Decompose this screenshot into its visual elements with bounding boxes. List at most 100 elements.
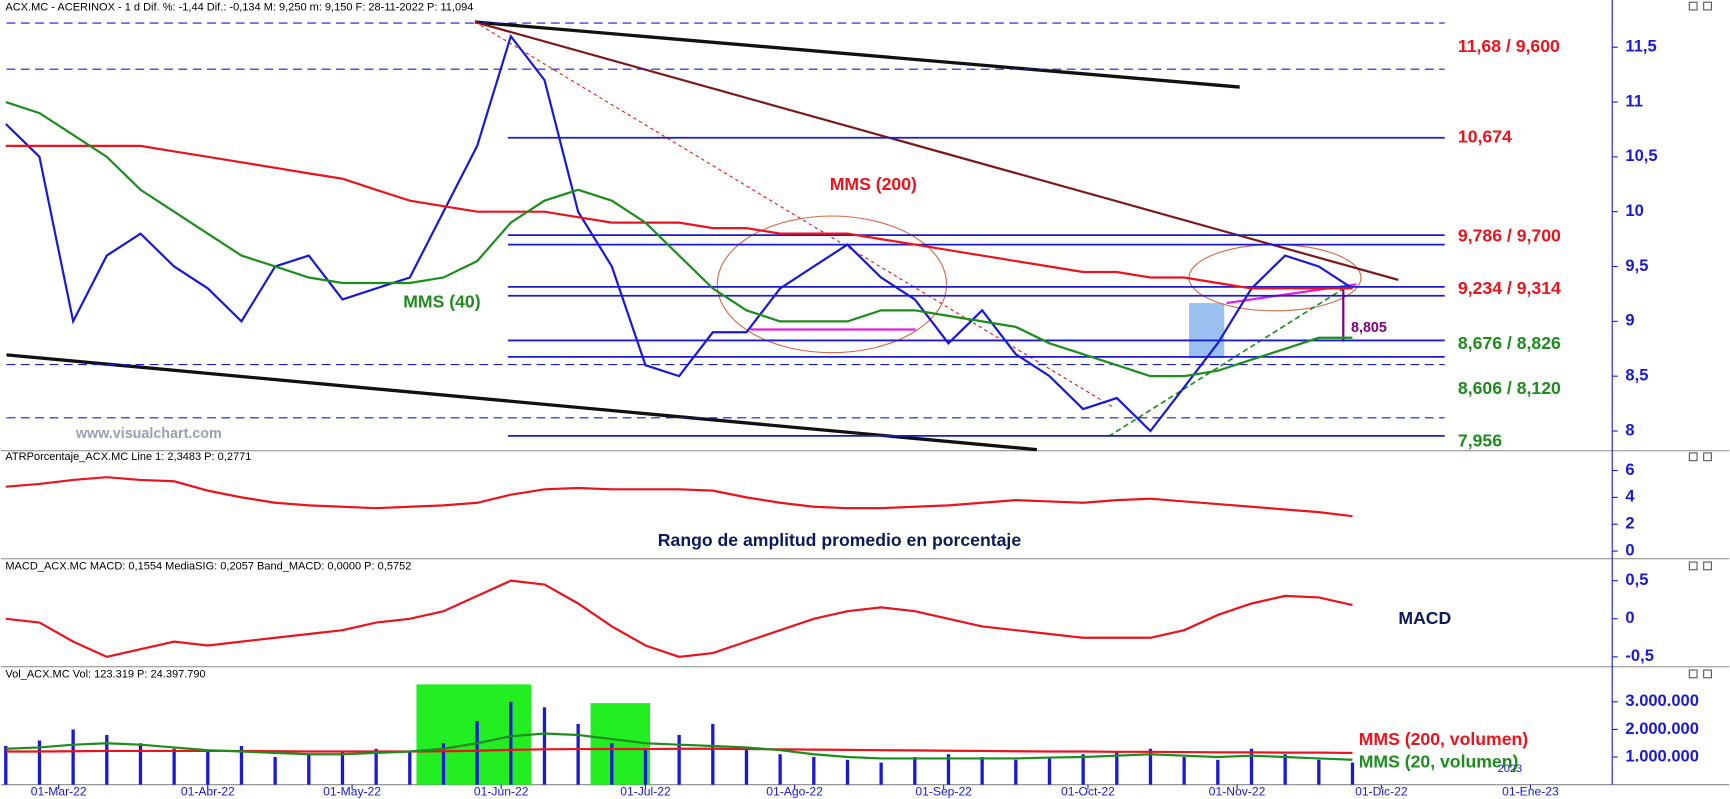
volume-bar [1182, 757, 1186, 785]
y-tick-label: 0 [1625, 540, 1634, 559]
series-line [5, 33, 1354, 433]
series-line [5, 579, 1353, 658]
volume-bar [778, 754, 782, 785]
volume-bar [1317, 759, 1321, 785]
panel-title: MACD_ACX.MC MACD: 0,1554 MediaSIG: 0,205… [5, 560, 411, 572]
y-tick-label: 2 [1625, 514, 1634, 533]
volume-bar [1283, 754, 1287, 785]
trendline [1108, 288, 1344, 438]
volume-bar [307, 754, 311, 785]
y-tick-label: 10 [1625, 201, 1643, 220]
volume-bar [711, 723, 715, 785]
y-tick-label: 4 [1625, 487, 1635, 506]
y-tick-label: 2.000.000 [1625, 719, 1698, 738]
volume-bar [677, 734, 681, 785]
volume-bar [576, 723, 580, 785]
level-label: 9,786 / 9,700 [1458, 226, 1561, 246]
year-label: 2023 [1498, 763, 1523, 775]
y-tick-label: 1.000.000 [1625, 746, 1698, 765]
legend-label: MMS (20, volumen) [1359, 751, 1519, 771]
pattern-ellipse [716, 215, 948, 354]
watermark: www.visualchart.com [75, 426, 222, 442]
volume-bar [273, 757, 277, 785]
volume-bar [980, 757, 984, 785]
level-label: 10,674 [1458, 126, 1512, 146]
volume-highlight [590, 703, 651, 785]
price-highlight [1189, 303, 1225, 359]
y-tick-label: 11 [1625, 91, 1642, 110]
y-tick-label: 0,5 [1625, 570, 1648, 589]
panel-title: ACX.MC - ACERINOX - 1 d Dif. %: -1,44 Di… [5, 2, 473, 14]
y-tick-label: 9,5 [1625, 256, 1648, 275]
level-label: 8,606 / 8,120 [1458, 378, 1561, 398]
x-tick-label: 01-May-22 [323, 785, 381, 799]
volume-bar [812, 757, 816, 785]
volume-bar [374, 748, 378, 785]
y-tick-label: 9 [1625, 311, 1634, 330]
volume-bar [946, 754, 951, 785]
y-tick-label: 0 [1625, 608, 1634, 627]
y-tick-label: 10,5 [1625, 146, 1657, 165]
level-label: 9,234 / 9,314 [1458, 278, 1561, 298]
x-tick-label: 01-Sep-22 [915, 785, 972, 799]
annotation: 8,805 [1351, 320, 1387, 336]
volume-bar [1350, 762, 1355, 785]
level-label: 7,956 [1458, 431, 1502, 451]
volume-bar [1148, 748, 1153, 785]
volume-bar [340, 751, 345, 785]
volume-bar [1047, 757, 1052, 785]
trendline [474, 20, 1240, 89]
y-tick-label: -0,5 [1625, 646, 1653, 665]
annotation: MACD [1398, 608, 1451, 628]
volume-bar [1216, 759, 1220, 785]
volume-bar [239, 745, 244, 785]
volume-bar [105, 734, 109, 785]
level-label: 8,676 / 8,826 [1458, 333, 1561, 353]
volume-bar [879, 762, 883, 785]
panel-title: ATRPorcentaje_ACX.MC Line 1: 2,3483 P: 0… [5, 451, 251, 463]
volume-bar [441, 743, 446, 785]
volume-bar [172, 748, 176, 785]
series-line [5, 144, 1353, 290]
x-tick-label: 01-Nov-22 [1209, 785, 1266, 799]
volume-highlight [416, 684, 532, 785]
trendline [474, 20, 1399, 281]
volume-bar [206, 751, 210, 785]
volume-bar [610, 743, 614, 785]
volume-bar [71, 729, 75, 785]
annotation: MMS (200) [830, 174, 917, 194]
volume-bar [475, 721, 479, 785]
volume-bar [509, 701, 513, 785]
volume-bar [542, 707, 547, 785]
volume-bar [138, 743, 143, 785]
trendline [6, 353, 1038, 452]
volume-bar [744, 748, 749, 785]
window-buttons[interactable] [1688, 1, 1712, 679]
x-tick-label: 01-Abr-22 [181, 785, 235, 799]
panel-title: Vol_ACX.MC Vol: 123.319 P: 24.397.790 [5, 668, 205, 680]
series-line [5, 476, 1353, 518]
volume-bar [1115, 751, 1119, 785]
x-tick-label: 01-Jul-22 [620, 785, 671, 799]
volume-bar [1014, 759, 1018, 785]
y-tick-label: 8 [1625, 420, 1634, 439]
x-tick-label: 01-Jun-22 [474, 785, 529, 799]
series-line [5, 732, 1353, 761]
y-tick-label: 11,5 [1625, 37, 1656, 56]
volume-bar [643, 748, 648, 785]
x-tick-label: 01-Oct-22 [1061, 785, 1115, 799]
volume-bar [1249, 748, 1254, 785]
y-tick-label: 8,5 [1625, 366, 1648, 385]
annotation: MMS (40) [403, 292, 480, 312]
volume-bar [845, 759, 850, 785]
x-tick-label: 01-Mar-22 [31, 785, 87, 799]
volume-bar [408, 751, 412, 785]
x-tick-label: 01-Ago-22 [766, 785, 823, 799]
y-tick-label: 3.000.000 [1625, 691, 1698, 710]
legend-label: MMS (200, volumen) [1359, 729, 1528, 749]
x-tick-label: 01-Dic-22 [1355, 785, 1408, 799]
volume-bar [37, 740, 42, 785]
volume-bar [1081, 754, 1085, 785]
